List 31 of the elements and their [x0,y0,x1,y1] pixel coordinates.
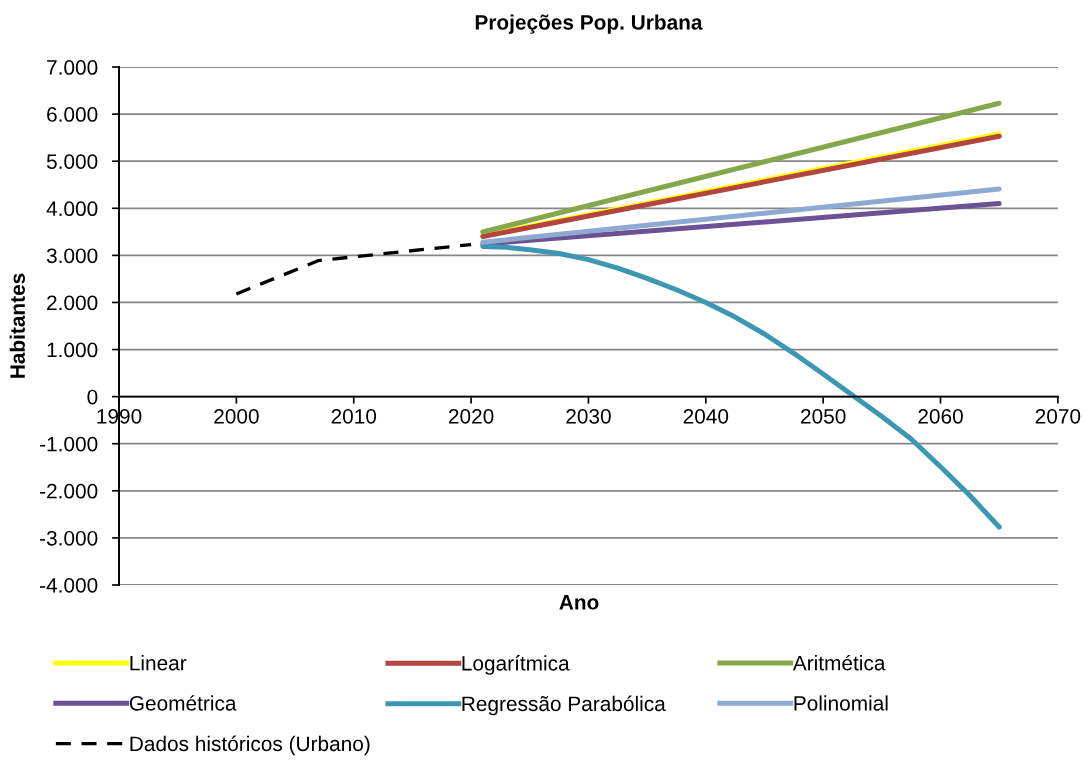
y-tick-label: -3.000 [40,530,98,546]
y-tick-label: 7.000 [47,60,98,75]
chart-title: Projeções Pop. Urbana [475,14,703,34]
y-tick-label: 5.000 [46,154,98,169]
x-tick-label: 2010 [331,408,377,424]
legend-label: Aritmética [792,654,886,671]
legend-label: Logarítmica [462,655,570,675]
y-tick-label: 3.000 [46,248,98,264]
legend-label: Dados históricos (Urbano) [130,735,370,756]
y-tick-label: -4.000 [40,577,98,593]
y-tick-label: 2.000 [47,295,98,311]
x-axis-title: Ano [559,595,599,610]
legend-label: Polinomial [794,695,888,711]
x-tick-label: 2050 [801,408,846,424]
y-tick-label: -1.000 [40,436,98,452]
x-tick-label: 2060 [918,408,963,424]
legend-label: Geométrica [129,695,237,711]
x-tick-label: 2000 [214,408,259,424]
x-tick-label: 2030 [566,408,611,424]
line-series [234,242,473,296]
x-tick-label: 2020 [448,408,494,424]
y-tick-label: 0 [87,389,98,405]
legend-label: Regressão Parabólica [462,695,666,716]
y-tick-label: 1.000 [47,342,98,358]
y-axis-title: Habitantes [9,273,25,378]
y-tick-label: 6.000 [47,107,98,122]
x-tick-label: 2040 [683,408,729,424]
y-tick-label: -2.000 [40,483,98,499]
legend-label: Linear [130,655,187,671]
x-tick-label: 2070 [1035,408,1081,424]
y-tick-label: 4.000 [46,201,98,217]
